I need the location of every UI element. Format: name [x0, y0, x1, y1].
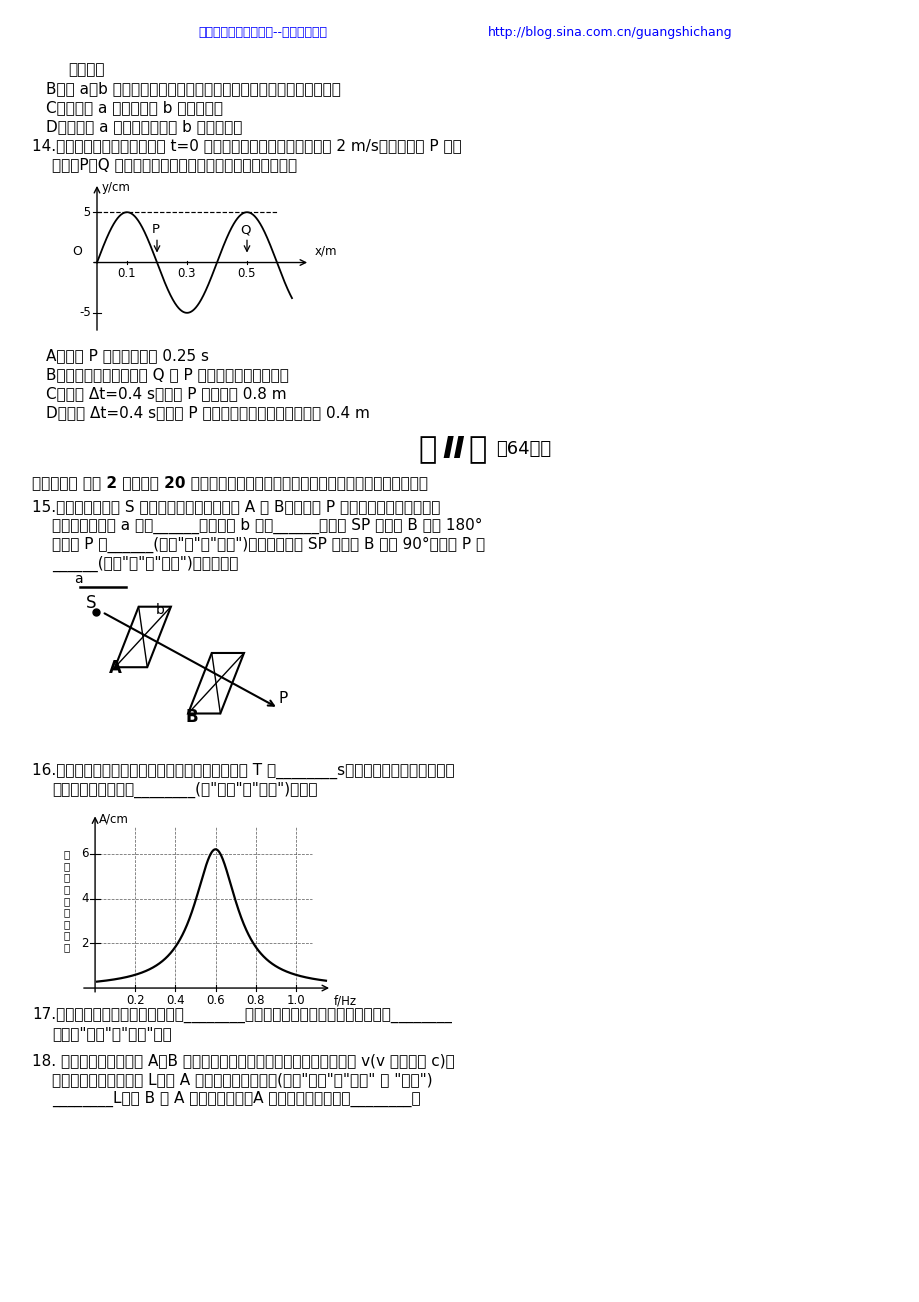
Text: http://blog.sina.com.cn/guangshichang: http://blog.sina.com.cn/guangshichang	[487, 26, 732, 39]
Text: II: II	[441, 435, 464, 464]
Text: 0.5: 0.5	[237, 267, 256, 280]
Text: 受
迫
振
动
物
体
的
振
幅: 受 迫 振 动 物 体 的 振 幅	[63, 849, 70, 952]
Text: 0.2: 0.2	[126, 995, 144, 1008]
Text: 地面上测得它们相距为 L，则 A 测得两飞船间的距离(选填"大于"、"等于" 或 "小于"): 地面上测得它们相距为 L，则 A 测得两飞船间的距离(选填"大于"、"等于" 或…	[52, 1072, 432, 1087]
Text: C．在水中 a 光的速度比 b 光的速度小: C．在水中 a 光的速度比 b 光的速度小	[46, 100, 222, 115]
Text: 0.6: 0.6	[206, 995, 224, 1008]
Text: （选填"横波"或"纵波"）．: （选填"横波"或"纵波"）．	[52, 1026, 172, 1042]
Text: 4: 4	[82, 892, 89, 905]
Text: 14.如图所示是一列简谐横波在 t=0 时的波形图，若波的传播速度为 2 m/s，此时质点 P 向上: 14.如图所示是一列简谐横波在 t=0 时的波形图，若波的传播速度为 2 m/s…	[32, 138, 461, 154]
Text: 后，在 P 处______(选填"能"或"不能")看到光亮，以 SP 为轴将 B 转过 90°后，在 P 处: 后，在 P 处______(选填"能"或"不能")看到光亮，以 SP 为轴将 B…	[52, 536, 484, 553]
Text: 16.如图是一个单摆的共振曲线，此单摆的固有周期 T 是________s，若将此单摆的摆长增大，: 16.如图是一个单摆的共振曲线，此单摆的固有周期 T 是________s，若将…	[32, 763, 454, 779]
Text: 2: 2	[82, 936, 89, 949]
Text: 0.1: 0.1	[118, 267, 136, 280]
Text: 1.0: 1.0	[286, 995, 305, 1008]
Text: C．经过 Δt=0.4 s，质点 P 向右移动 0.8 m: C．经过 Δt=0.4 s，质点 P 向右移动 0.8 m	[46, 385, 287, 401]
Text: （64分）: （64分）	[495, 440, 550, 458]
Text: ________L；当 B 向 A 发出一光信号，A 测得该信号的速度为________．: ________L；当 B 向 A 发出一光信号，A 测得该信号的速度为____…	[52, 1091, 420, 1107]
Text: 条纹间距: 条纹间距	[68, 62, 105, 77]
Text: x/m: x/m	[314, 245, 336, 258]
Text: S: S	[85, 595, 96, 612]
Text: 6: 6	[82, 848, 89, 861]
Text: 卷: 卷	[468, 435, 486, 464]
Text: 三、填空题 每空 2 分，共计 20 分。请把答案填写在答题纸上的相应位置，否则答题无效。: 三、填空题 每空 2 分，共计 20 分。请把答案填写在答题纸上的相应位置，否则…	[32, 475, 427, 490]
Text: P: P	[278, 691, 288, 706]
Text: -5: -5	[80, 306, 92, 319]
Text: 17.麦克斯韦预言了电磁波的存在，________用实验证实了电磁波理论；电磁波是________: 17.麦克斯韦预言了电磁波的存在，________用实验证实了电磁波理论；电磁波…	[32, 1006, 451, 1023]
Text: a: a	[74, 573, 83, 586]
Text: y/cm: y/cm	[101, 181, 130, 194]
Text: B．经过任意时间，质点 Q 和 P 的振动情况总是相同的: B．经过任意时间，质点 Q 和 P 的振动情况总是相同的	[46, 367, 289, 381]
Text: 15.如图所示，电灯 S 发出的光先后经过偏振片 A 和 B，人眼在 P 处迎着入射光方向，看不: 15.如图所示，电灯 S 发出的光先后经过偏振片 A 和 B，人眼在 P 处迎着…	[32, 499, 440, 514]
Text: A．质点 P 的振动周期为 0.25 s: A．质点 P 的振动周期为 0.25 s	[46, 348, 209, 363]
Text: f/Hz: f/Hz	[334, 995, 357, 1008]
Text: D．经过 Δt=0.4 s，质点 P 回到原位置，它通过的路程为 0.4 m: D．经过 Δt=0.4 s，质点 P 回到原位置，它通过的路程为 0.4 m	[46, 405, 369, 421]
Text: O: O	[72, 246, 82, 259]
Text: 0.4: 0.4	[166, 995, 185, 1008]
Text: A: A	[108, 659, 121, 677]
Text: P: P	[152, 224, 159, 237]
Text: B．用 a、b 光分别做单缝衍射实验时它们的衍射条纹宽度都是均匀的: B．用 a、b 光分别做单缝衍射实验时它们的衍射条纹宽度都是均匀的	[46, 81, 341, 96]
Text: Q: Q	[240, 224, 251, 237]
Text: 高中物理资源下载平台--光世昌的博客: 高中物理资源下载平台--光世昌的博客	[198, 26, 326, 39]
Text: 0.8: 0.8	[246, 995, 265, 1008]
Text: 0.3: 0.3	[177, 267, 196, 280]
Text: B: B	[186, 708, 199, 727]
Text: 第: 第	[417, 435, 436, 464]
Text: 18. 如图所示，两艘飞船 A、B 沿同一直线同向飞行，相对地面的速度均为 v(v 接近光速 c)。: 18. 如图所示，两艘飞船 A、B 沿同一直线同向飞行，相对地面的速度均为 v(…	[32, 1053, 454, 1068]
Text: D．在水中 a 光的临界角大于 b 光的临界角: D．在水中 a 光的临界角大于 b 光的临界角	[46, 118, 242, 134]
Text: b: b	[155, 603, 165, 617]
Text: 到光亮，则图中 a 光为______光．图中 b 光为______光．以 SP 为轴将 B 转过 180°: 到光亮，则图中 a 光为______光．图中 b 光为______光．以 SP …	[52, 518, 482, 534]
Text: ______(选填"能"或"不能")看到光亮．: ______(选填"能"或"不能")看到光亮．	[52, 556, 238, 572]
Text: 振动，P、Q 离开平衡位置的距离相等，下列说法正确的是: 振动，P、Q 离开平衡位置的距离相等，下列说法正确的是	[52, 158, 297, 172]
Text: 共振曲线的最大值将________(填"向左"或"向右")移动．: 共振曲线的最大值将________(填"向左"或"向右")移动．	[52, 783, 317, 798]
Text: A/cm: A/cm	[99, 812, 129, 825]
Text: 5: 5	[80, 206, 92, 219]
